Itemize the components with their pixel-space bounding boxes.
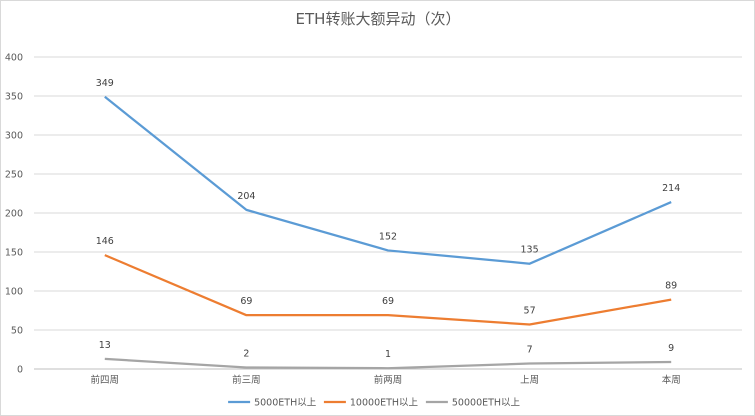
data-label: 146 <box>96 236 114 247</box>
y-tick-label: 250 <box>5 170 23 181</box>
data-label: 13 <box>99 340 111 351</box>
legend: 5000ETH以上 10000ETH以上 50000ETH以上 <box>228 398 521 409</box>
data-label: 349 <box>96 78 114 89</box>
series-line-2 <box>104 254 672 326</box>
data-label: 57 <box>524 306 536 317</box>
x-tick-label: 前两周 <box>374 374 403 386</box>
data-label: 1 <box>385 349 391 360</box>
data-label: 135 <box>521 245 539 256</box>
legend-label-3: 50000ETH以上 <box>452 398 521 409</box>
y-axis-ticks: 0 50 100 150 200 250 300 350 400 <box>5 53 23 376</box>
data-label: 152 <box>379 231 397 242</box>
data-label: 69 <box>240 296 252 307</box>
y-tick-label: 50 <box>11 326 23 337</box>
y-tick-label: 300 <box>5 131 23 142</box>
series-line-1 <box>104 95 672 265</box>
y-tick-label: 150 <box>5 248 23 259</box>
x-tick-label: 前三周 <box>232 374 261 386</box>
data-label: 89 <box>665 281 677 292</box>
legend-label-1: 5000ETH以上 <box>254 398 317 409</box>
x-tick-label: 前四周 <box>91 374 120 386</box>
y-tick-label: 350 <box>5 92 23 103</box>
grid-lines <box>34 56 742 370</box>
data-labels: 349 204 152 135 214 146 69 69 57 89 13 2 1 7 9 <box>96 78 681 360</box>
x-tick-label: 上周 <box>520 375 539 386</box>
data-label: 7 <box>527 345 533 356</box>
y-tick-label: 0 <box>17 365 23 376</box>
chart-title: ETH转账大额异动（次） <box>296 10 461 28</box>
y-tick-label: 400 <box>5 53 23 64</box>
y-tick-label: 100 <box>5 287 23 298</box>
x-tick-label: 本周 <box>662 374 681 386</box>
series-layer <box>104 95 672 370</box>
data-label: 69 <box>382 296 394 307</box>
data-label: 214 <box>662 183 680 194</box>
y-tick-label: 200 <box>5 209 23 220</box>
data-label: 204 <box>237 191 255 202</box>
data-label: 9 <box>668 343 674 354</box>
x-axis-ticks: 前四周 前三周 前两周 上周 本周 <box>91 374 681 386</box>
series-line-3 <box>104 357 672 370</box>
legend-label-2: 10000ETH以上 <box>350 398 419 409</box>
data-label: 2 <box>243 348 249 359</box>
